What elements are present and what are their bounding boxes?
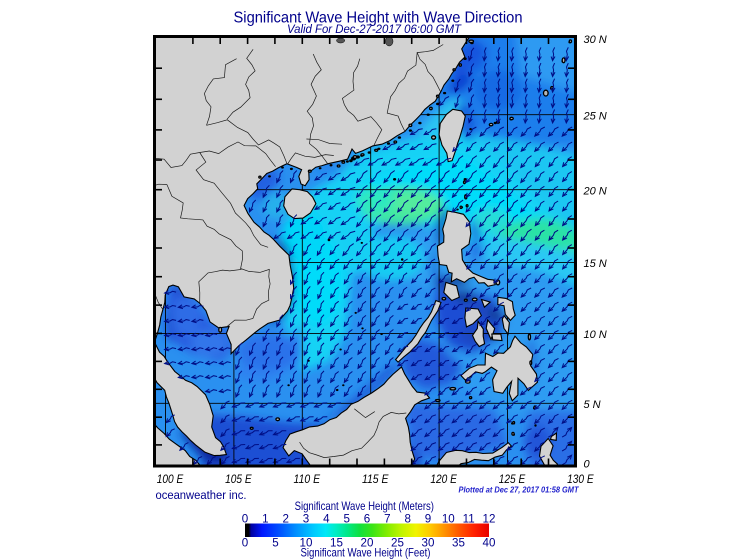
svg-text:105 E: 105 E	[225, 473, 252, 486]
svg-text:0: 0	[584, 459, 591, 471]
svg-text:12: 12	[483, 512, 496, 525]
svg-text:130 E: 130 E	[567, 473, 594, 486]
svg-text:110 E: 110 E	[294, 473, 321, 486]
svg-text:35: 35	[452, 537, 465, 550]
svg-text:4: 4	[323, 512, 330, 525]
svg-text:7: 7	[384, 512, 390, 525]
svg-text:Plotted at Dec 27, 2017 01:58: Plotted at Dec 27, 2017 01:58 GMT	[459, 486, 580, 495]
svg-text:Significant Wave Height with W: Significant Wave Height with Wave Direct…	[234, 10, 523, 27]
svg-text:25 N: 25 N	[583, 111, 607, 123]
svg-text:9: 9	[425, 512, 431, 525]
svg-text:Significant Wave Height (Feet): Significant Wave Height (Feet)	[301, 546, 431, 559]
svg-text:30: 30	[422, 537, 435, 550]
svg-text:10: 10	[300, 537, 313, 550]
svg-text:10 N: 10 N	[584, 329, 607, 341]
svg-text:120 E: 120 E	[430, 473, 457, 486]
svg-text:40: 40	[483, 537, 496, 550]
svg-text:3: 3	[303, 512, 309, 525]
svg-text:15: 15	[330, 537, 343, 550]
svg-text:25: 25	[391, 537, 404, 550]
svg-text:Valid For Dec-27-2017 06:00 GM: Valid For Dec-27-2017 06:00 GMT	[287, 22, 462, 36]
svg-text:100 E: 100 E	[157, 473, 184, 486]
svg-text:20 N: 20 N	[583, 186, 607, 198]
svg-text:0: 0	[242, 537, 248, 550]
svg-text:Significant Wave Height (Meter: Significant Wave Height (Meters)	[295, 500, 435, 513]
svg-text:15 N: 15 N	[584, 258, 607, 270]
svg-text:11: 11	[463, 512, 475, 525]
svg-text:115 E: 115 E	[362, 473, 389, 486]
svg-text:8: 8	[404, 512, 410, 525]
svg-text:0: 0	[242, 512, 248, 525]
svg-text:2: 2	[282, 512, 288, 525]
svg-text:oceanweather inc.: oceanweather inc.	[156, 488, 247, 502]
svg-text:5: 5	[343, 512, 349, 525]
svg-text:125 E: 125 E	[499, 473, 526, 486]
svg-text:10: 10	[442, 512, 455, 525]
svg-text:1: 1	[262, 512, 268, 525]
svg-text:5 N: 5 N	[584, 399, 601, 411]
svg-text:5: 5	[272, 537, 278, 550]
svg-text:30 N: 30 N	[584, 34, 607, 46]
svg-text:6: 6	[364, 512, 370, 525]
svg-text:20: 20	[361, 537, 374, 550]
